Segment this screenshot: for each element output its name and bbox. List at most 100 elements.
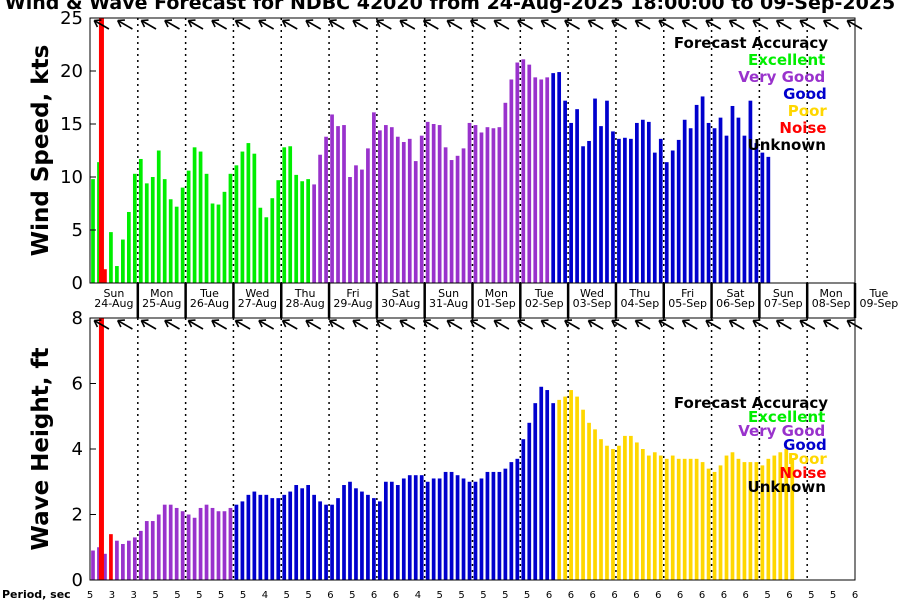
wave-bar [700, 462, 705, 580]
wave-bar [401, 478, 406, 580]
wind-bar [383, 125, 388, 283]
wind-direction-arrow [658, 19, 675, 30]
wave-bar [694, 458, 699, 580]
wave-bar [324, 504, 328, 580]
wave-bar [413, 475, 418, 580]
day-date-label: 29-Aug [333, 297, 372, 310]
wind-bar [240, 151, 245, 283]
period-value: 6 [590, 590, 596, 600]
wave-direction-arrow [564, 319, 580, 330]
wave-bar [360, 491, 364, 580]
wind-bar [694, 104, 699, 283]
wind-direction-arrow [140, 19, 157, 30]
wave-bar [515, 458, 520, 580]
wave-bar [378, 501, 382, 580]
wind-direction-arrow [634, 19, 651, 30]
wind-bar [282, 147, 287, 283]
wind-bar [103, 269, 107, 283]
wind-direction-arrow [305, 19, 322, 30]
wave-gridlines [137, 318, 808, 580]
period-value: 6 [633, 590, 639, 600]
day-date-label: 02-Sep [525, 297, 564, 310]
wind-bar [336, 126, 340, 284]
wind-bar [126, 211, 131, 283]
day-weekday-label: Sun [773, 287, 794, 300]
wind-bar [557, 72, 562, 283]
wave-bar [479, 478, 484, 580]
wind-direction-arrow [399, 19, 416, 30]
wind-direction-arrow [540, 19, 557, 30]
wave-bar [91, 550, 95, 580]
wind-bar [718, 117, 723, 283]
wave-direction-arrow [281, 319, 298, 330]
wave-direction-arrow [634, 319, 651, 330]
wave-direction-arrow [469, 319, 486, 330]
wave-bar [192, 517, 197, 580]
wave-bar [712, 471, 717, 580]
wave-bar [611, 449, 615, 580]
legend-entry: Noise [779, 464, 826, 482]
wave-bar [288, 491, 293, 580]
wave-direction-arrow [658, 319, 675, 330]
period-value: 5 [437, 590, 443, 600]
wave-direction-arrow [681, 319, 698, 330]
legend-entry: Unknown [748, 136, 826, 154]
wave-bar [425, 481, 430, 580]
wind-bar [712, 128, 717, 283]
wave-bar [575, 396, 579, 580]
wave-bar [443, 471, 448, 580]
period-value: 6 [699, 590, 705, 600]
wave-bar [198, 507, 203, 580]
wave-bar [186, 514, 191, 580]
wave-ytick-label: 8 [72, 308, 83, 329]
wind-now-marker [98, 18, 104, 283]
legend-entry: Poor [788, 450, 828, 468]
legend-entry: Excellent [748, 408, 825, 426]
wave-bar [216, 511, 221, 580]
wind-bar [366, 148, 370, 283]
wind-direction-arrow [187, 19, 204, 30]
period-value: 5 [764, 590, 770, 600]
wave-bar [533, 403, 538, 580]
wave-bar [372, 498, 376, 581]
wind-bar [497, 127, 502, 284]
wave-direction-arrow [799, 319, 816, 330]
wind-bar [294, 174, 299, 283]
wind-bar [629, 138, 633, 283]
wind-bar [389, 127, 394, 284]
period-labels: 5 3 3 5 5 5 5 5 4 5 5 6 5 6 6 4 5 5 5 5 5 6 6 6 6 6 6 6 6 6 6 5 6 5 5 6 [87, 590, 858, 600]
wave-bar [718, 465, 723, 581]
wind-bar [467, 122, 472, 283]
wave-bar [623, 435, 627, 580]
wind-direction-arrow [352, 19, 369, 30]
wave-bar [754, 462, 759, 580]
wave-ytick-label: 2 [72, 505, 83, 526]
wave-bar [300, 488, 305, 580]
wave-direction-arrow [258, 319, 275, 330]
period-value: 6 [327, 590, 333, 600]
day-date-label: 07-Sep [764, 297, 803, 310]
period-value: 5 [240, 590, 246, 600]
wind-bar [730, 105, 735, 283]
wave-direction-arrow [116, 319, 133, 330]
period-value: 5 [524, 590, 530, 600]
wind-bar [664, 162, 669, 283]
wave-bar [497, 471, 502, 580]
wind-bar [605, 100, 609, 284]
wind-direction-arrow [116, 19, 133, 30]
wind-bar [503, 102, 508, 283]
day-date-label: 04-Sep [620, 297, 659, 310]
wave-bar [156, 514, 161, 580]
wind-y-ticks: 0 5 10 15 20 25 [60, 8, 96, 294]
period-value: 6 [677, 590, 683, 600]
wind-bar [132, 173, 137, 283]
wind-bar [276, 180, 281, 283]
wind-bar [575, 109, 579, 283]
period-value: 6 [852, 590, 858, 600]
wave-bar [103, 553, 107, 580]
wind-bar [461, 148, 466, 283]
wave-bar [652, 452, 657, 580]
wind-bar [138, 158, 143, 283]
wind-axes-frame [89, 17, 856, 284]
day-date-label: 06-Sep [716, 297, 755, 310]
